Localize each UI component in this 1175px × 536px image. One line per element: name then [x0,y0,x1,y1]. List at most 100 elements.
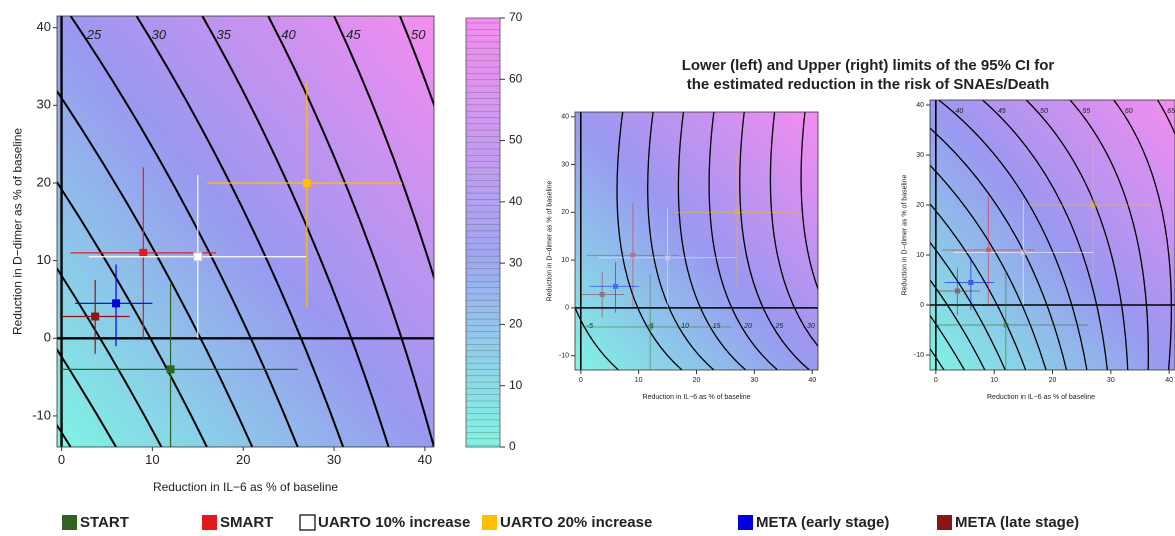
y-tick-label: 40 [916,102,924,109]
point [985,247,991,253]
y-tick-label: 30 [37,97,51,112]
colorbar-tick-label: 0 [509,439,516,453]
plot-background [57,16,434,447]
x-tick-label: 0 [579,377,583,384]
series [580,274,732,370]
contour-label: 35 [913,108,921,115]
legend-label: UARTO 10% increase [318,514,470,531]
colorbar-tick-label: 60 [509,71,523,85]
x-tick-label: 40 [418,452,432,467]
series [941,195,1035,305]
legend-swatch [62,515,77,530]
y-tick-label: 30 [916,152,924,159]
point [647,324,653,330]
plot-area: -5 5 10 15 20 25 30 35 40 [575,112,905,370]
y-tick-label: 40 [37,19,51,34]
y-axis-label: Reduction in D−dimer as % of baseline [546,180,553,301]
legend-label: START [80,514,129,531]
x-tick-label: 10 [145,452,159,467]
contour-label: 40 [281,27,296,42]
series [61,280,130,354]
y-tick-label: 10 [561,257,569,264]
series [1029,140,1155,285]
contour-label: 20 [21,27,37,42]
series [70,167,216,339]
contour-line [832,112,905,370]
point [139,248,148,257]
point [112,299,121,308]
series [61,283,298,447]
colorbar-tick-label: 70 [509,10,523,24]
contour-line [1156,100,1175,136]
contour-line [69,16,299,447]
contour-label: 5 [650,323,654,330]
plot-area: 5 10 15 20 25 30 35 40 45 50 55 60 65 [827,100,1175,370]
contour-label: 40 [870,323,878,330]
contour-line [57,89,254,447]
legend-swatch [482,515,497,530]
contour-label: 25 [86,27,102,42]
point [664,254,671,261]
contour-line [930,241,1006,370]
contour-line [800,112,818,291]
point [91,312,100,321]
contour-label: 40 [955,108,963,115]
series [953,200,1094,305]
y-tick-label: -10 [559,353,569,360]
point [630,252,636,258]
point [954,288,960,294]
contour-label: 30 [871,108,879,115]
colorbar-tick-label: 30 [509,255,523,269]
contour-line [201,16,390,447]
legend-swatch [202,515,217,530]
legend-label: META (early stage) [756,514,889,531]
x-axis-label: Reduction in IL−6 as % of baseline [643,394,751,401]
series [206,82,403,308]
series [944,257,995,310]
contour-label: 35 [216,27,231,42]
legend-swatch [937,515,952,530]
contour-line [982,100,1108,370]
legend-label: SMART [220,514,273,531]
contour-label: 15 [713,323,721,330]
x-tick-label: 0 [58,452,65,467]
contour-label: 25 [827,108,836,115]
contour-line [135,16,345,447]
y-tick-label: 20 [561,209,569,216]
contour-label: 20 [743,323,752,330]
y-tick-label: 0 [920,302,924,309]
x-tick-label: 10 [635,377,643,384]
x-tick-label: 10 [990,377,998,384]
y-tick-label: 30 [561,161,569,168]
y-tick-label: 0 [44,330,51,345]
point [1003,322,1009,328]
contour-label: 10 [681,323,689,330]
point [968,280,974,285]
series [580,272,625,318]
colorbar-tick-label: 50 [509,133,523,147]
y-axis-label: Reduction in D−dimer as % of baseline [11,128,25,335]
legend-label: META (late stage) [955,514,1079,531]
x-tick-label: 40 [808,377,816,384]
y-tick-label: -10 [32,407,51,422]
contour-label: 25 [775,323,784,330]
point [166,365,175,374]
contour-line [267,16,434,447]
x-tick-label: 20 [693,377,701,384]
contour-label: 60 [1125,108,1133,115]
x-tick-label: 20 [1049,377,1057,384]
contour-label: -5 [587,323,593,330]
x-tick-label: 20 [236,452,250,467]
contour-line [1113,100,1173,370]
plot-area: -50510152025303540455055 [21,16,434,447]
contour-line [616,112,683,370]
point [193,252,203,262]
point [734,209,740,215]
figure-title: the estimated reduction in the risk of S… [687,76,1050,93]
contour-line [333,16,434,281]
point [1090,202,1096,208]
contour-line [399,16,434,108]
y-tick-label: 10 [916,252,924,259]
series [88,175,307,339]
y-tick-label: 10 [37,252,51,267]
